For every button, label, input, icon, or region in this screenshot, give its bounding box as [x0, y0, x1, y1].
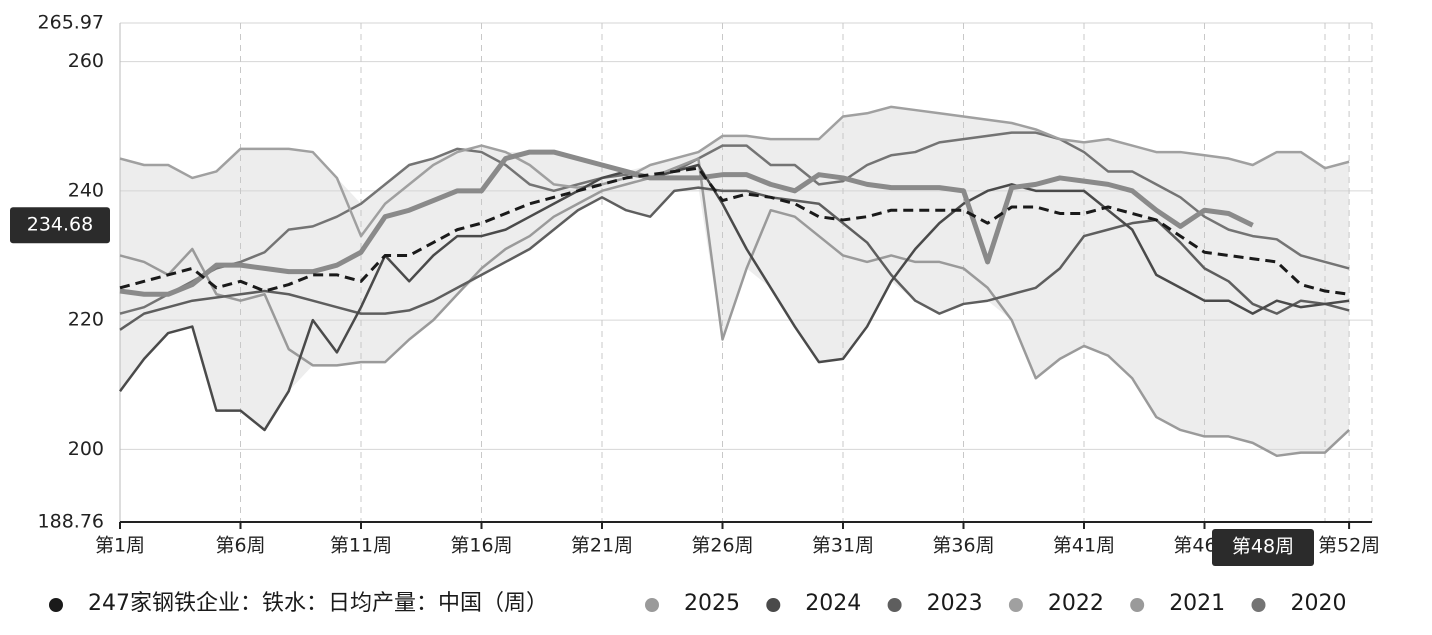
legend-dot [1251, 598, 1266, 612]
y-tick-label: 265.97 [38, 12, 104, 34]
series-line [119, 166, 1350, 296]
legend-label: 2023 [927, 591, 983, 616]
x-tick-label: 第1周 [95, 535, 145, 557]
y-tick-label: 188.76 [38, 511, 104, 533]
legend-label: 2021 [1169, 591, 1225, 616]
series-line [119, 149, 1254, 297]
legend-dot [645, 598, 659, 612]
x-tick-label: 第21周 [571, 535, 633, 557]
legend-label: 2022 [1048, 591, 1104, 616]
legend-label: 2020 [1291, 591, 1347, 616]
series-line [119, 131, 1350, 315]
series-line [118, 163, 1350, 432]
series-line [119, 186, 1350, 331]
x-tick-label: 第6周 [215, 535, 265, 557]
legend-dot [1008, 598, 1023, 612]
x-tick-label: 第16周 [450, 535, 512, 557]
x-tick-label: 第11周 [330, 535, 392, 557]
legend-label: 2025 [684, 591, 740, 616]
crosshair-y-label: 234.68 [27, 214, 93, 236]
x-tick-label: 第41周 [1053, 535, 1115, 557]
crosshair-x-label: 第48周 [1232, 536, 1294, 558]
legend-dot [49, 598, 63, 612]
crosshair-y-box [10, 207, 110, 244]
x-tick-label: 第31周 [812, 535, 874, 557]
legend-label: 247家钢铁企业：铁水：日均产量：中国（周） [88, 591, 548, 616]
y-tick-label: 260 [68, 50, 104, 72]
y-tick-label: 220 [68, 309, 104, 331]
legend-dot [1130, 598, 1145, 612]
x-tick-label: 第36周 [932, 535, 994, 557]
y-tick-label: 200 [68, 438, 104, 460]
x-tick-label: 第52周 [1318, 535, 1380, 557]
legend-dot [766, 598, 781, 612]
y-tick-label: 240 [68, 179, 104, 201]
series-line [119, 105, 1350, 238]
legend-dot [887, 598, 902, 612]
range-band [120, 106, 1350, 456]
crosshair-x-box [1212, 529, 1314, 566]
x-tick-label: 第26周 [691, 535, 753, 557]
legend-label: 2024 [805, 591, 861, 616]
series-line [119, 157, 1350, 458]
